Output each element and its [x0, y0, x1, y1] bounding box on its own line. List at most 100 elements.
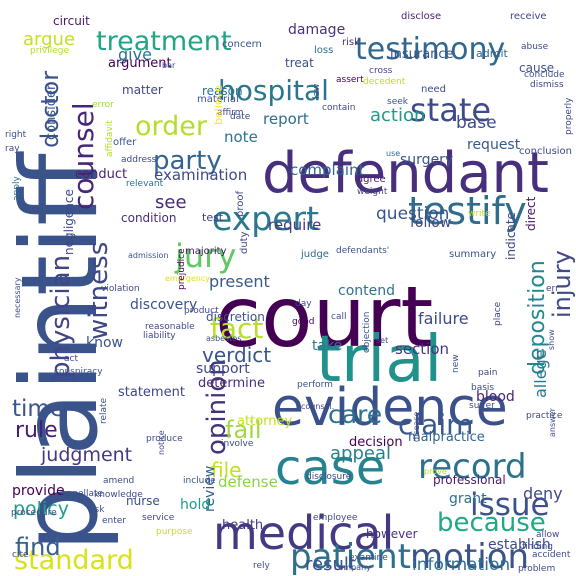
- cloud-word: result: [305, 554, 356, 575]
- cloud-word: deny: [523, 484, 563, 503]
- cloud-word: present: [209, 272, 270, 291]
- cloud-word: enter: [102, 516, 127, 526]
- cloud-word: bar: [162, 61, 176, 70]
- cloud-word: see: [155, 192, 187, 213]
- cloud-word: proof: [235, 191, 246, 217]
- cloud-word: jury: [175, 237, 237, 275]
- cloud-word: damage: [288, 22, 346, 38]
- cloud-word: treatment: [96, 26, 232, 57]
- cloud-word: weight: [357, 187, 388, 197]
- cloud-word: action: [370, 105, 426, 126]
- cloud-word: fail: [225, 416, 262, 444]
- cloud-word: offer: [113, 137, 137, 148]
- cloud-word: statement: [118, 385, 185, 400]
- cloud-word: case: [275, 440, 386, 496]
- cloud-word: attorney: [237, 414, 293, 429]
- cloud-word: however: [366, 527, 418, 541]
- cloud-word: set: [376, 336, 389, 345]
- cloud-word: court: [215, 268, 434, 366]
- cloud-word: require: [268, 216, 322, 234]
- cloud-word: verdict: [202, 343, 272, 367]
- cloud-word: judge: [301, 249, 329, 260]
- cloud-word: decision: [349, 435, 403, 450]
- cloud-word: contain: [322, 103, 356, 113]
- cloud-word: concern: [222, 39, 262, 50]
- cloud-word: take: [312, 338, 343, 354]
- cloud-word: hold: [180, 497, 211, 513]
- cloud-word: question: [376, 204, 450, 224]
- cloud-word: reasonable: [145, 322, 195, 332]
- cloud-word: ray: [5, 144, 20, 154]
- cloud-word: error: [92, 100, 114, 110]
- cloud-word: include: [183, 476, 216, 486]
- cloud-word: ask: [89, 505, 105, 515]
- cloud-word: involve: [221, 439, 254, 449]
- cloud-word: majority: [185, 246, 227, 257]
- cloud-word: standard: [14, 545, 134, 576]
- cloud-word: malpractice: [408, 430, 485, 445]
- cloud-word: asbestos: [206, 334, 242, 343]
- cloud-word: because: [437, 508, 546, 538]
- cloud-word: relevant: [126, 179, 164, 189]
- cloud-word: suffer: [469, 401, 495, 411]
- cloud-word: loss: [314, 45, 334, 56]
- cloud-word: professional: [433, 473, 506, 487]
- cloud-word: person: [51, 373, 79, 382]
- cloud-word: judgment: [41, 444, 133, 466]
- cloud-word: violation: [101, 284, 140, 294]
- cloud-word: insurance: [390, 47, 454, 62]
- cloud-word: negligence: [62, 189, 76, 255]
- cloud-word: state: [410, 91, 492, 129]
- cloud-word: apply: [12, 176, 22, 201]
- cloud-word: cite: [12, 550, 29, 560]
- cloud-word: emergency: [165, 274, 210, 283]
- cloud-word: agree: [357, 174, 386, 185]
- cloud-word: assert: [336, 75, 364, 85]
- cloud-word: note: [224, 128, 258, 146]
- cloud-word: need: [421, 84, 446, 95]
- cloud-word: argument: [108, 56, 172, 71]
- cloud-word: conclusion: [519, 146, 573, 157]
- cloud-word: call: [331, 312, 347, 322]
- cloud-word: patient: [290, 537, 411, 576]
- cloud-word: law: [312, 83, 322, 99]
- cloud-word: policy: [13, 498, 69, 520]
- cloud-word: perform: [297, 380, 333, 390]
- cloud-word: prejudice: [177, 248, 187, 290]
- cloud-word: disease: [412, 411, 421, 442]
- cloud-word: condition: [121, 211, 177, 225]
- cloud-word: rely: [253, 561, 270, 571]
- cloud-word: counsel.: [301, 402, 335, 411]
- cloud-word: produce: [146, 434, 183, 444]
- cloud-word: find: [15, 533, 61, 561]
- cloud-word: request: [467, 137, 521, 153]
- cloud-word: direct: [524, 196, 538, 231]
- cloud-word: seek: [387, 97, 408, 107]
- cloud-word: allege: [531, 349, 550, 398]
- cloud-word: answer: [548, 408, 557, 437]
- cloud-word: defense: [218, 473, 278, 491]
- cloud-word: motion: [410, 537, 530, 576]
- cloud-word: examination: [154, 166, 248, 184]
- cloud-word: err: [546, 284, 559, 294]
- cloud-word: medical: [213, 506, 395, 560]
- cloud-word: grant: [449, 491, 487, 507]
- cloud-word: admit: [476, 47, 508, 60]
- cloud-word: circuit: [53, 14, 90, 28]
- cloud-word: information: [412, 555, 511, 575]
- cloud-word: properly: [564, 97, 574, 136]
- cloud-word: material: [197, 94, 239, 105]
- cloud-word: good: [292, 317, 315, 327]
- cloud-word: employee: [313, 513, 358, 523]
- cloud-word: order: [135, 111, 207, 142]
- cloud-word: disclosure: [306, 472, 352, 482]
- cloud-word: failure: [418, 309, 469, 328]
- cloud-word: trial: [316, 323, 443, 397]
- cloud-word: appeal: [330, 443, 391, 464]
- cloud-word: finding: [522, 542, 554, 552]
- cloud-word: liability: [143, 331, 176, 341]
- cloud-word: risk: [342, 37, 360, 48]
- cloud-word: disclose: [401, 11, 442, 22]
- cloud-word: support: [196, 361, 250, 377]
- cloud-word: discovery: [130, 297, 198, 313]
